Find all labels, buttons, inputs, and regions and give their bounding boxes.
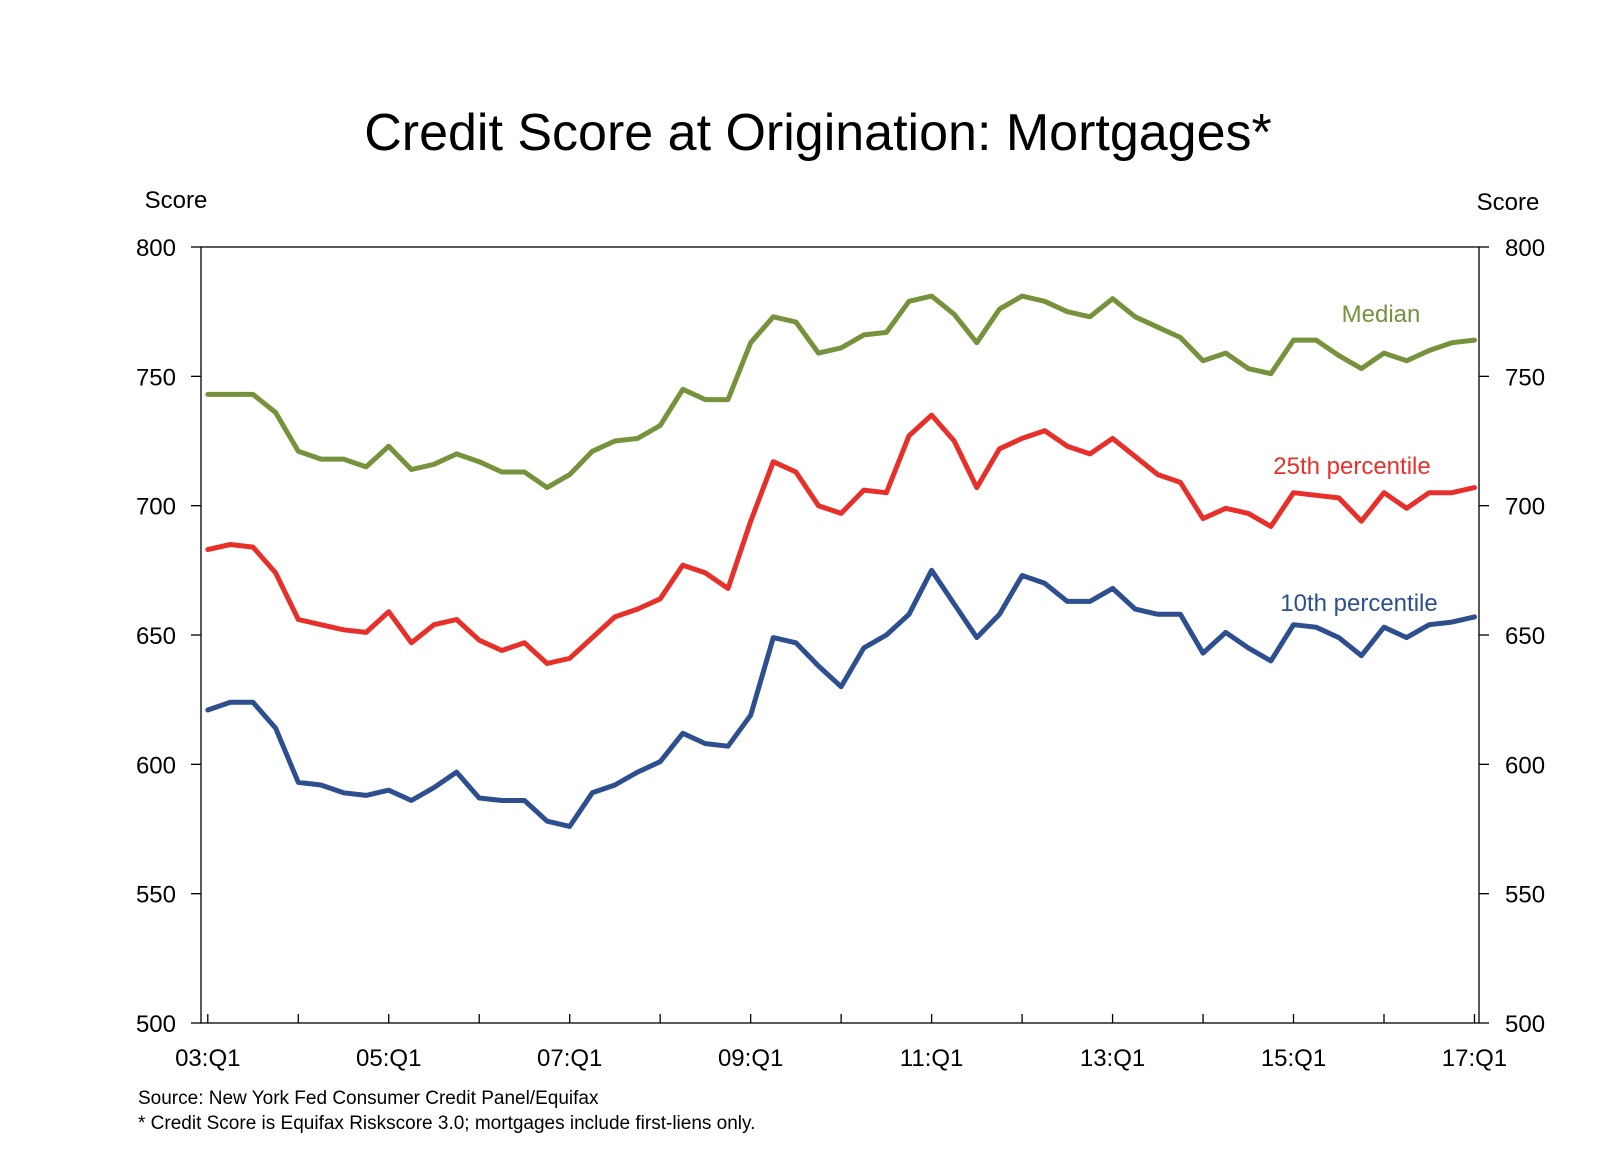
right-y-tick-label: 650 [1505, 623, 1545, 650]
right-y-tick-label: 500 [1505, 1011, 1545, 1038]
x-tick-label: 09:Q1 [718, 1045, 783, 1072]
series-line-25th-percentile [205, 412, 1477, 666]
series-line-median [205, 293, 1477, 491]
right-y-tick-label: 600 [1505, 752, 1545, 779]
series-line-10th-percentile [205, 567, 1477, 829]
right-y-axis: 500 550 600 650 700 750 800 [1479, 235, 1545, 1038]
series-lines [205, 293, 1477, 829]
x-tick-label: 17:Q1 [1442, 1045, 1507, 1072]
source-note: Source: New York Fed Consumer Credit Pan… [138, 1088, 599, 1109]
left-y-tick-label: 650 [136, 623, 176, 650]
left-y-tick-label: 600 [136, 752, 176, 779]
right-y-tick-label: 800 [1505, 235, 1545, 262]
left-axis-title: Score [145, 187, 208, 214]
left-y-tick-label: 800 [136, 235, 176, 262]
series-label-25th-percentile: 25th percentile [1273, 453, 1430, 480]
x-tick-label: 13:Q1 [1080, 1045, 1145, 1072]
x-axis: 03:Q1 05:Q1 07:Q1 09:Q1 11:Q1 13:Q1 15:Q1 17:Q1 [175, 1014, 1507, 1072]
x-tick-label: 05:Q1 [356, 1045, 421, 1072]
x-tick-label: 03:Q1 [175, 1045, 240, 1072]
x-tick-label: 15:Q1 [1261, 1045, 1326, 1072]
right-y-tick-label: 550 [1505, 882, 1545, 909]
chart-title: Credit Score at Origination: Mortgages* [364, 104, 1272, 162]
series-labels: Median 25th percentile 10th percentile [1273, 301, 1437, 617]
left-y-tick-label: 750 [136, 364, 176, 391]
x-tick-label: 07:Q1 [537, 1045, 602, 1072]
left-y-tick-label: 500 [136, 1011, 176, 1038]
left-y-tick-label: 550 [136, 882, 176, 909]
x-tick-label: 11:Q1 [900, 1045, 964, 1072]
right-axis-title: Score [1477, 189, 1540, 216]
left-y-axis: 500 550 600 650 700 750 800 [136, 235, 201, 1038]
right-y-tick-label: 700 [1505, 494, 1545, 521]
footnote: * Credit Score is Equifax Riskscore 3.0;… [138, 1113, 755, 1134]
right-y-tick-label: 750 [1505, 364, 1545, 391]
series-label-10th-percentile: 10th percentile [1280, 590, 1437, 617]
left-y-tick-label: 700 [136, 494, 176, 521]
series-label-median: Median [1342, 301, 1421, 328]
